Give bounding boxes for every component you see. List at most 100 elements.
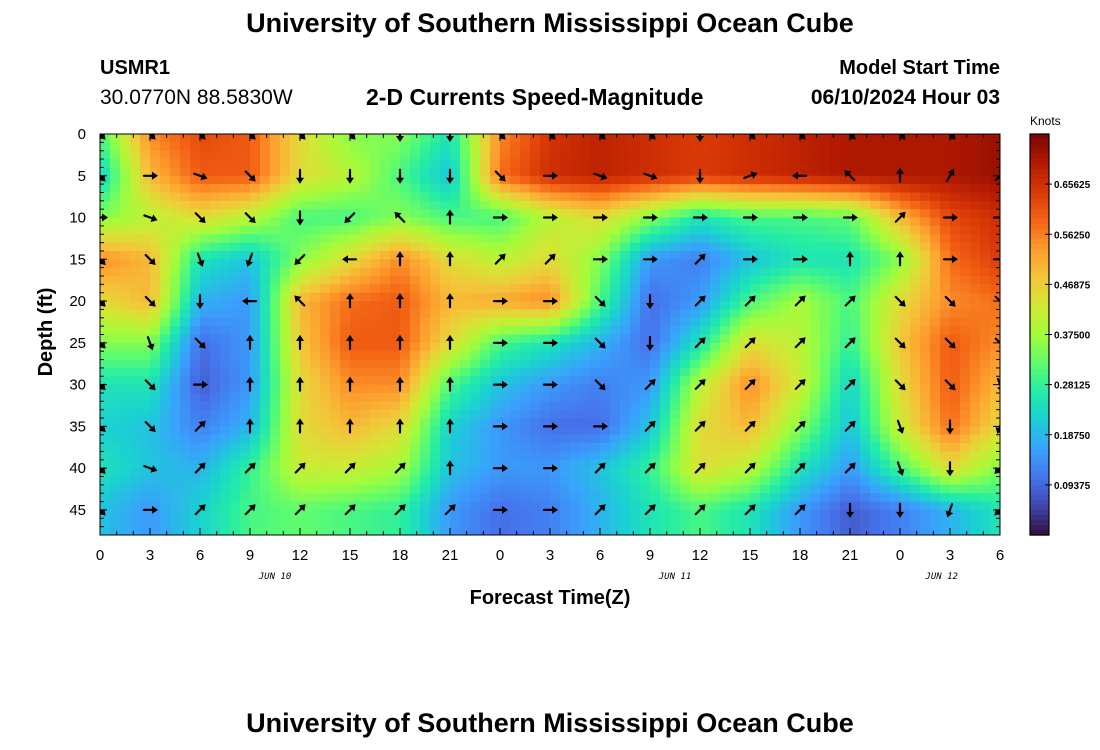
current-arrow [542, 297, 558, 306]
heatmap-cell [940, 459, 951, 469]
heatmap-cell [980, 276, 991, 285]
heatmap-cell [140, 326, 151, 336]
heatmap-cell [270, 200, 281, 210]
heatmap-cell [510, 292, 521, 302]
heatmap-cell [800, 317, 811, 327]
heatmap-cell [310, 242, 321, 252]
heatmap-cell [770, 426, 781, 436]
heatmap-cell [870, 493, 881, 503]
heatmap-cell [890, 451, 901, 461]
heatmap-cell [680, 242, 691, 252]
heatmap-cell [760, 409, 771, 419]
current-arrow [394, 462, 406, 474]
heatmap-cell [700, 134, 711, 143]
heatmap-cell [290, 317, 301, 327]
heatmap-cell [700, 276, 711, 285]
heatmap-cell [160, 501, 171, 511]
heatmap-cell [800, 367, 811, 377]
heatmap-cell [560, 392, 571, 402]
heatmap-cell [740, 184, 751, 194]
heatmap-cell [860, 376, 871, 386]
heatmap-cell [360, 200, 371, 210]
current-arrow [143, 214, 158, 222]
heatmap-cell [760, 493, 771, 503]
heatmap-cell [320, 476, 331, 486]
heatmap-cell [720, 184, 731, 194]
heatmap-cell [620, 167, 631, 177]
heatmap-cell [200, 434, 211, 444]
heatmap-cell [970, 276, 981, 285]
heatmap-cell [990, 434, 1000, 444]
heatmap-cell [250, 284, 261, 294]
heatmap-cell [960, 234, 971, 244]
heatmap-cell [330, 292, 341, 302]
heatmap-cell [530, 192, 541, 202]
heatmap-cell [530, 267, 541, 277]
heatmap-cell [580, 509, 591, 519]
heatmap-cell [420, 342, 431, 352]
heatmap-cell [930, 468, 941, 478]
heatmap-cell [770, 401, 781, 411]
heatmap-cell [680, 284, 691, 294]
heatmap-cell [220, 359, 231, 369]
heatmap-cell [580, 242, 591, 252]
x-tick-label: 0 [96, 547, 104, 564]
heatmap-cell [620, 234, 631, 244]
heatmap-cell [580, 334, 591, 344]
heatmap-cell [480, 267, 491, 277]
current-arrow [344, 462, 356, 474]
heatmap-cell [900, 426, 911, 436]
heatmap-cell [280, 451, 291, 461]
heatmap-cell [720, 384, 731, 394]
heatmap-cell [290, 434, 301, 444]
heatmap-cell [610, 225, 621, 235]
heatmap-cell [240, 434, 251, 444]
heatmap-cell [210, 217, 221, 227]
heatmap-cell [870, 142, 881, 152]
current-arrow [346, 376, 354, 392]
heatmap-cell [250, 351, 261, 361]
heatmap-cell [490, 217, 501, 227]
heatmap-cell [300, 142, 311, 152]
heatmap-cell [730, 317, 741, 327]
heatmap-cell [130, 367, 141, 377]
heatmap-cell [500, 292, 511, 302]
heatmap-cell [440, 384, 451, 394]
heatmap-cell [800, 250, 811, 260]
heatmap-cell [850, 200, 861, 210]
heatmap-cell [480, 509, 491, 519]
heatmap-cell [660, 317, 671, 327]
heatmap-cell [980, 334, 991, 344]
heatmap-cell [680, 234, 691, 244]
heatmap-cell [460, 217, 471, 227]
heatmap-cell [420, 367, 431, 377]
heatmap-cell [110, 342, 121, 352]
heatmap-cell [120, 292, 131, 302]
heatmap-cell [630, 175, 641, 185]
heatmap-cell [190, 326, 201, 336]
heatmap-cell [670, 292, 681, 302]
heatmap-cell [480, 217, 491, 227]
heatmap-cell [440, 259, 451, 269]
heatmap-cell [160, 518, 171, 528]
heatmap-cell [960, 476, 971, 486]
heatmap-cell [170, 142, 181, 152]
heatmap-cell [130, 451, 141, 461]
heatmap-cell [420, 184, 431, 194]
heatmap-cell [730, 259, 741, 269]
heatmap-cell [860, 443, 871, 453]
heatmap-cell [540, 501, 551, 511]
heatmap-cell [780, 159, 791, 169]
x-axis-title: Forecast Time(Z) [470, 587, 631, 609]
heatmap-cell [300, 359, 311, 369]
heatmap-cell [990, 142, 1000, 152]
heatmap-cell [470, 225, 481, 235]
heatmap-cell [770, 376, 781, 386]
heatmap-cell [340, 292, 351, 302]
heatmap-cell [790, 292, 801, 302]
heatmap-cell [730, 225, 741, 235]
heatmap-cell [760, 459, 771, 469]
heatmap-cell [670, 167, 681, 177]
heatmap-cell [580, 234, 591, 244]
heatmap-cell [800, 384, 811, 394]
